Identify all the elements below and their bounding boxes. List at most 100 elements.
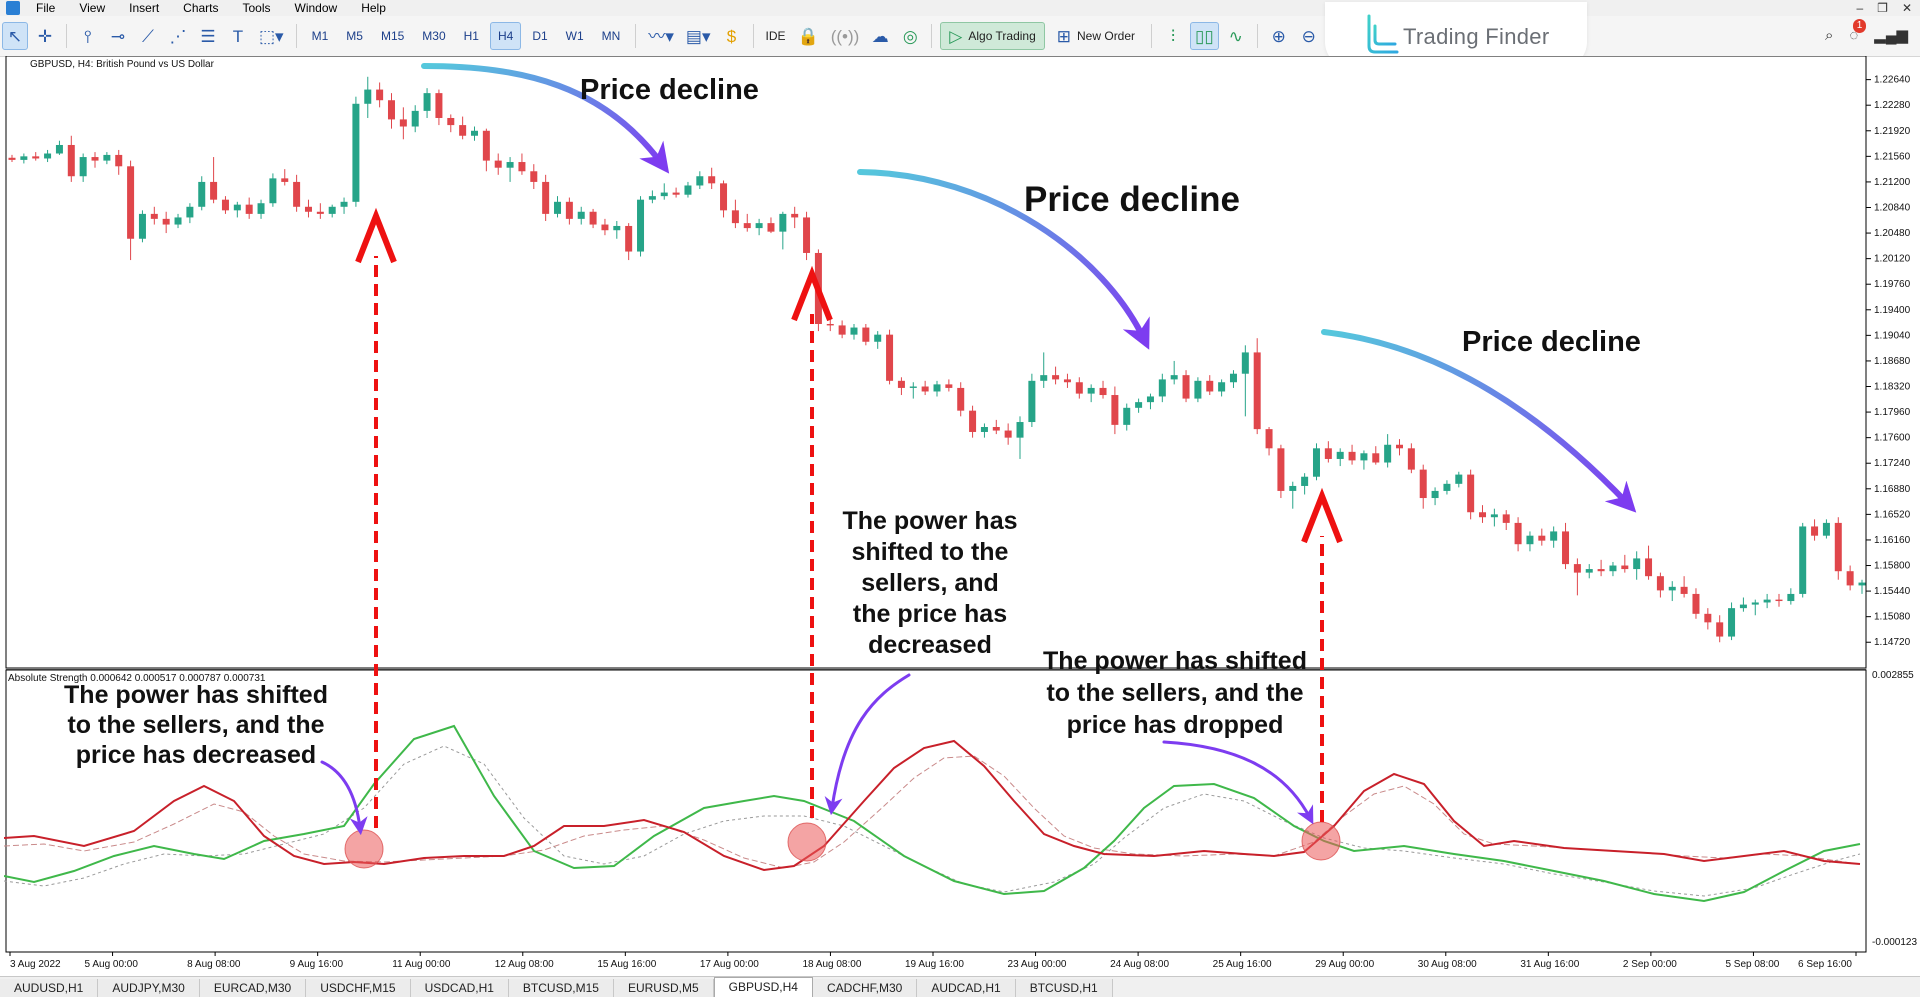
candle-body (1253, 352, 1261, 430)
chart-window[interactable]: 1.22640 1.22280 1.21920 1.21560 1.21200 1.208… (4, 56, 1920, 984)
candle-body (1028, 380, 1036, 423)
candle-body (1004, 430, 1012, 438)
channel-button[interactable]: ⋰ (165, 22, 191, 50)
price-tick-label: 1.19760 (1874, 279, 1911, 290)
menu-window[interactable]: Window (294, 1, 338, 15)
chart-canvas[interactable]: 1.22640 1.22280 1.21920 1.21560 1.21200 1.208… (4, 56, 1920, 984)
candle-body (1087, 387, 1095, 394)
candle-body (1609, 565, 1617, 572)
close-icon[interactable]: ✕ (1901, 1, 1912, 15)
tab-audusd-h1[interactable]: AUDUSD,H1 (0, 979, 99, 997)
tab-btcusd-m15[interactable]: BTCUSD,M15 (508, 979, 614, 997)
chart-tabs: AUDUSD,H1 AUDJPY,M30 EURCAD,M30 USDCHF,M… (0, 976, 1920, 997)
timeframe-h1[interactable]: H1 (463, 29, 479, 43)
vertical-line-button[interactable]: ⫯ (75, 22, 101, 50)
bar-chart-button[interactable]: ⫶ (1160, 22, 1186, 50)
minimize-icon[interactable]: – (1856, 1, 1864, 15)
tab-audcad-h1[interactable]: AUDCAD,H1 (917, 979, 1016, 997)
price-tick-label: 1.22280 (1874, 100, 1911, 111)
timeframe-m5[interactable]: M5 (346, 29, 363, 43)
time-tick-label: 18 Aug 08:00 (802, 959, 861, 970)
timeframe-m30[interactable]: M30 (422, 29, 446, 43)
algo-trading-button[interactable]: ▷ Algo Trading (940, 22, 1045, 50)
trendline-icon: ⟋ (142, 26, 154, 46)
signal-icon: ((•)) (830, 26, 860, 46)
tab-cadchf-m30[interactable]: CADCHF,M30 (812, 979, 918, 997)
tab-btcusd-h1[interactable]: BTCUSD,H1 (1015, 979, 1113, 997)
timeframe-w1[interactable]: W1 (565, 29, 584, 43)
price-pane-frame (5, 56, 1867, 669)
search-icon[interactable]: ⌕ (1824, 26, 1834, 44)
candle-body (20, 156, 28, 160)
candle-body (1858, 582, 1866, 586)
zoom-in-button[interactable]: ⊕ (1266, 22, 1292, 50)
menu-tools[interactable]: Tools (242, 1, 271, 15)
indicators-dropdown-button[interactable]: 〰▾ (644, 22, 678, 50)
candle-body (233, 204, 241, 211)
time-tick-label: 23 Aug 00:00 (1008, 959, 1067, 970)
lock-button[interactable]: 🔒 (794, 22, 823, 50)
cursor-tool-button[interactable]: ↖ (2, 22, 28, 50)
tab-eurusd-m5[interactable]: EURUSD,M5 (613, 979, 714, 997)
time-tick-label: 9 Aug 16:00 (290, 959, 344, 970)
menu-file[interactable]: File (36, 1, 56, 15)
vps-button[interactable]: ☁ (867, 22, 893, 50)
timeframe-m1[interactable]: M1 (311, 29, 329, 43)
signals-button[interactable]: ((•)) (827, 22, 864, 50)
candle-body (1052, 375, 1060, 380)
candle-body (1063, 379, 1071, 383)
shapes-dropdown-button[interactable]: ⬚▾ (255, 22, 288, 50)
fibonacci-button[interactable]: ☰ (195, 22, 221, 50)
strength-bull-line (4, 724, 1861, 903)
candle-body (601, 224, 609, 231)
timeframe-d1[interactable]: D1 (532, 29, 548, 43)
candle-body (1016, 422, 1024, 438)
candle-body (1455, 474, 1463, 484)
price-tick-label: 1.21200 (1874, 177, 1911, 188)
timeframe-m15[interactable]: M15 (380, 29, 405, 43)
market-button[interactable]: $ (719, 22, 745, 50)
ide-button[interactable]: IDE (765, 29, 786, 43)
tab-gbpusd-h4[interactable]: GBPUSD,H4 (713, 977, 813, 997)
restore-icon[interactable]: ❐ (1877, 1, 1888, 15)
menu-insert[interactable]: Insert (129, 1, 160, 15)
candle-body (1834, 522, 1842, 572)
candle-body (1716, 622, 1724, 637)
axes: 1.22640 1.22280 1.21920 1.21560 1.21200 1.208… (9, 75, 1917, 970)
tab-eurcad-m30[interactable]: EURCAD,M30 (199, 979, 307, 997)
time-tick-label: 6 Sep 16:00 (1798, 959, 1852, 970)
horizontal-line-button[interactable]: ⊸ (105, 22, 131, 50)
time-tick-label: 2 Sep 00:00 (1623, 959, 1677, 970)
text-tool-button[interactable]: T (225, 22, 251, 50)
candle-chart-button[interactable]: ▯▯ (1190, 22, 1219, 50)
candle-body (221, 199, 229, 211)
mql5-button[interactable]: ◎ (897, 22, 923, 50)
timeframe-mn[interactable]: MN (601, 29, 621, 43)
crosshair-tool-button[interactable]: ✛ (32, 22, 58, 50)
menu-help[interactable]: Help (361, 1, 386, 15)
candle-body (1431, 490, 1439, 499)
menu-view[interactable]: View (79, 1, 106, 15)
candle-body (174, 217, 182, 225)
line-chart-button[interactable]: ∿ (1223, 22, 1249, 50)
notifications-button[interactable]: ◌ 1 (1849, 18, 1867, 44)
trendline-button[interactable]: ⟋ (135, 22, 161, 50)
candle-body (1562, 531, 1570, 565)
tab-usdcad-h1[interactable]: USDCAD,H1 (410, 979, 509, 997)
candle-body (886, 334, 894, 381)
decline-arrow (421, 63, 670, 174)
tab-usdchf-m15[interactable]: USDCHF,M15 (306, 979, 411, 997)
time-tick-label: 17 Aug 00:00 (700, 959, 759, 970)
tab-audjpy-m30[interactable]: AUDJPY,M30 (98, 979, 200, 997)
zoom-out-button[interactable]: ⊖ (1296, 22, 1322, 50)
templates-dropdown-button[interactable]: ▤▾ (682, 22, 715, 50)
menu-charts[interactable]: Charts (183, 1, 219, 15)
toolbar-divider (1151, 24, 1153, 48)
price-tick-label: 1.17600 (1874, 433, 1911, 444)
indicator-label: Absolute Strength 0.000642 0.000517 0.00… (8, 673, 266, 684)
strength-note-2: The power has shifted to the sellers, an… (830, 506, 1030, 661)
new-order-button[interactable]: ⊞ New Order (1049, 22, 1143, 50)
candle-body (1265, 429, 1273, 449)
candle-body (945, 384, 953, 388)
timeframe-h4[interactable]: H4 (489, 22, 522, 50)
